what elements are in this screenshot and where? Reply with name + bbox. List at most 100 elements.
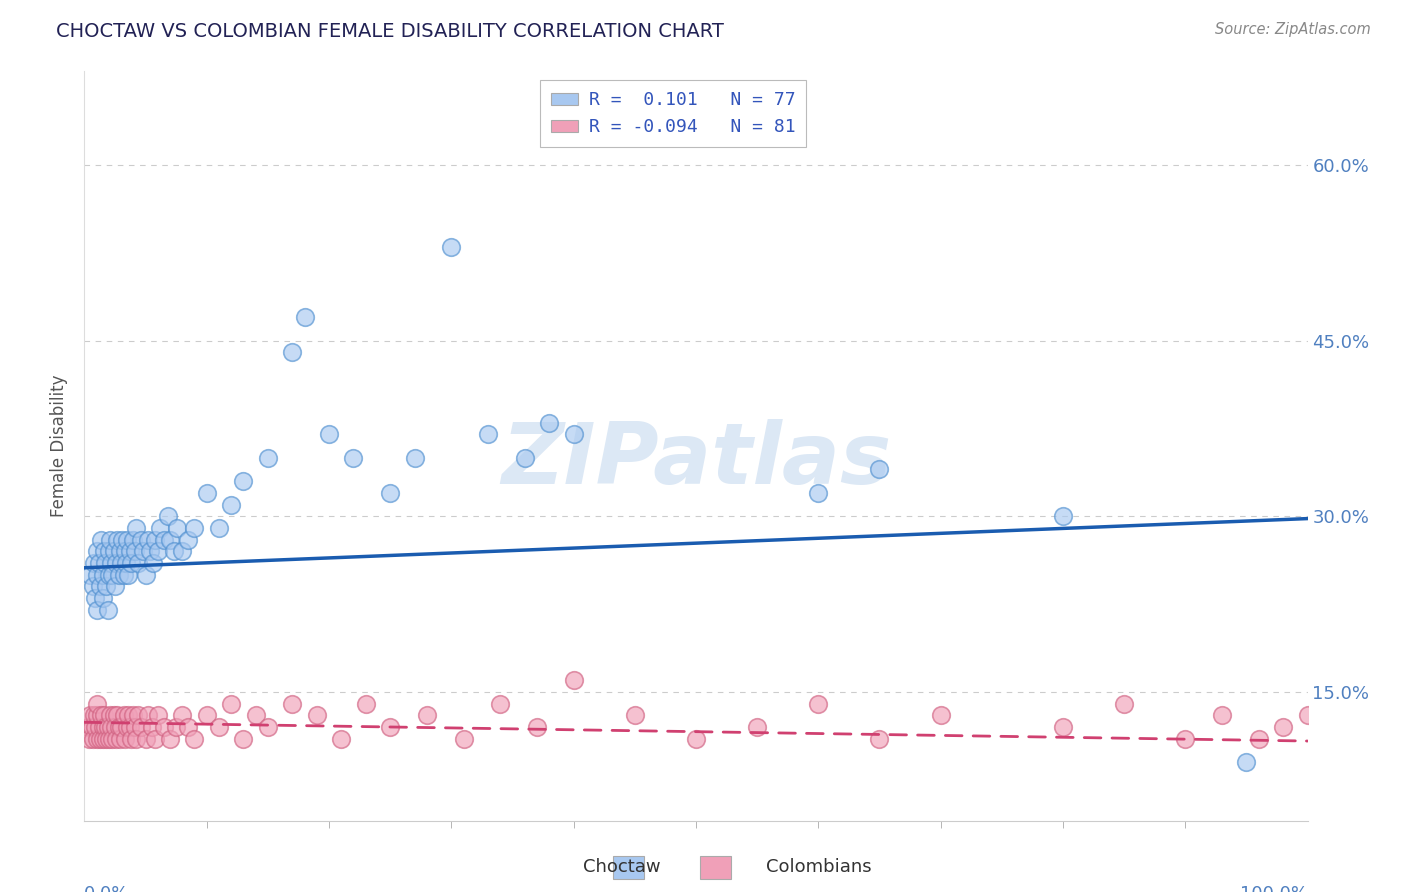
- Point: [136, 708, 159, 723]
- Point: [100, 556, 122, 570]
- Point: [98, 533, 121, 547]
- Point: [135, 731, 157, 746]
- Point: [294, 310, 316, 325]
- Point: [318, 427, 340, 442]
- Point: [1052, 509, 1074, 524]
- Point: [124, 544, 146, 558]
- Point: [404, 450, 426, 465]
- Point: [624, 708, 647, 723]
- Point: [97, 544, 120, 558]
- Text: Source: ZipAtlas.com: Source: ZipAtlas.com: [1215, 22, 1371, 37]
- Point: [146, 708, 169, 723]
- Point: [108, 731, 131, 746]
- Point: [86, 708, 108, 723]
- Point: [869, 462, 891, 476]
- Point: [104, 580, 127, 594]
- Legend: R =  0.101   N = 77, R = -0.094   N = 81: R = 0.101 N = 77, R = -0.094 N = 81: [540, 80, 806, 147]
- Point: [132, 544, 155, 558]
- Point: [143, 533, 166, 547]
- Point: [103, 708, 125, 723]
- Point: [107, 567, 129, 582]
- Point: [153, 533, 176, 547]
- Point: [94, 720, 117, 734]
- Point: [104, 720, 127, 734]
- Point: [122, 708, 145, 723]
- Point: [89, 580, 111, 594]
- Point: [129, 720, 152, 734]
- Point: [115, 533, 138, 547]
- Point: [124, 720, 146, 734]
- Point: [96, 731, 118, 746]
- Point: [526, 720, 548, 734]
- Point: [489, 697, 512, 711]
- Point: [219, 498, 242, 512]
- Point: [118, 544, 141, 558]
- Point: [562, 427, 585, 442]
- Point: [111, 533, 134, 547]
- Point: [125, 521, 148, 535]
- Point: [380, 720, 402, 734]
- Text: ZIPatlas: ZIPatlas: [501, 419, 891, 502]
- Point: [97, 567, 120, 582]
- Point: [232, 474, 254, 488]
- Point: [1247, 731, 1270, 746]
- Point: [165, 720, 187, 734]
- Point: [380, 485, 402, 500]
- Point: [110, 556, 132, 570]
- Point: [127, 708, 149, 723]
- Point: [177, 533, 200, 547]
- Point: [103, 544, 125, 558]
- Point: [101, 731, 124, 746]
- Point: [83, 708, 105, 723]
- Point: [97, 603, 120, 617]
- Point: [97, 720, 120, 734]
- Point: [120, 556, 142, 570]
- Point: [86, 567, 108, 582]
- Point: [416, 708, 439, 723]
- Point: [183, 521, 205, 535]
- Point: [86, 697, 108, 711]
- Point: [117, 567, 139, 582]
- Point: [166, 521, 188, 535]
- Point: [1236, 755, 1258, 769]
- Point: [159, 533, 181, 547]
- Point: [257, 720, 280, 734]
- Point: [195, 708, 218, 723]
- Point: [869, 731, 891, 746]
- Point: [219, 697, 242, 711]
- Text: Choctaw: Choctaw: [583, 858, 661, 876]
- Point: [149, 521, 172, 535]
- Point: [87, 720, 110, 734]
- Point: [807, 697, 830, 711]
- Point: [87, 556, 110, 570]
- Point: [513, 450, 536, 465]
- Point: [107, 720, 129, 734]
- Point: [93, 708, 115, 723]
- Point: [101, 567, 124, 582]
- Point: [1296, 708, 1319, 723]
- Point: [115, 556, 138, 570]
- Point: [232, 731, 254, 746]
- Point: [77, 720, 100, 734]
- Point: [90, 533, 112, 547]
- Point: [1272, 720, 1295, 734]
- Point: [1174, 731, 1197, 746]
- Point: [105, 731, 128, 746]
- Point: [91, 720, 114, 734]
- Point: [110, 720, 132, 734]
- Point: [281, 345, 304, 359]
- Point: [1114, 697, 1136, 711]
- Point: [98, 708, 121, 723]
- Point: [747, 720, 769, 734]
- Point: [93, 544, 115, 558]
- Point: [208, 720, 231, 734]
- Point: [562, 673, 585, 688]
- Point: [125, 731, 148, 746]
- Point: [342, 450, 364, 465]
- Point: [136, 533, 159, 547]
- Point: [929, 708, 952, 723]
- Point: [139, 544, 162, 558]
- Point: [330, 731, 353, 746]
- Point: [79, 567, 101, 582]
- Point: [83, 556, 105, 570]
